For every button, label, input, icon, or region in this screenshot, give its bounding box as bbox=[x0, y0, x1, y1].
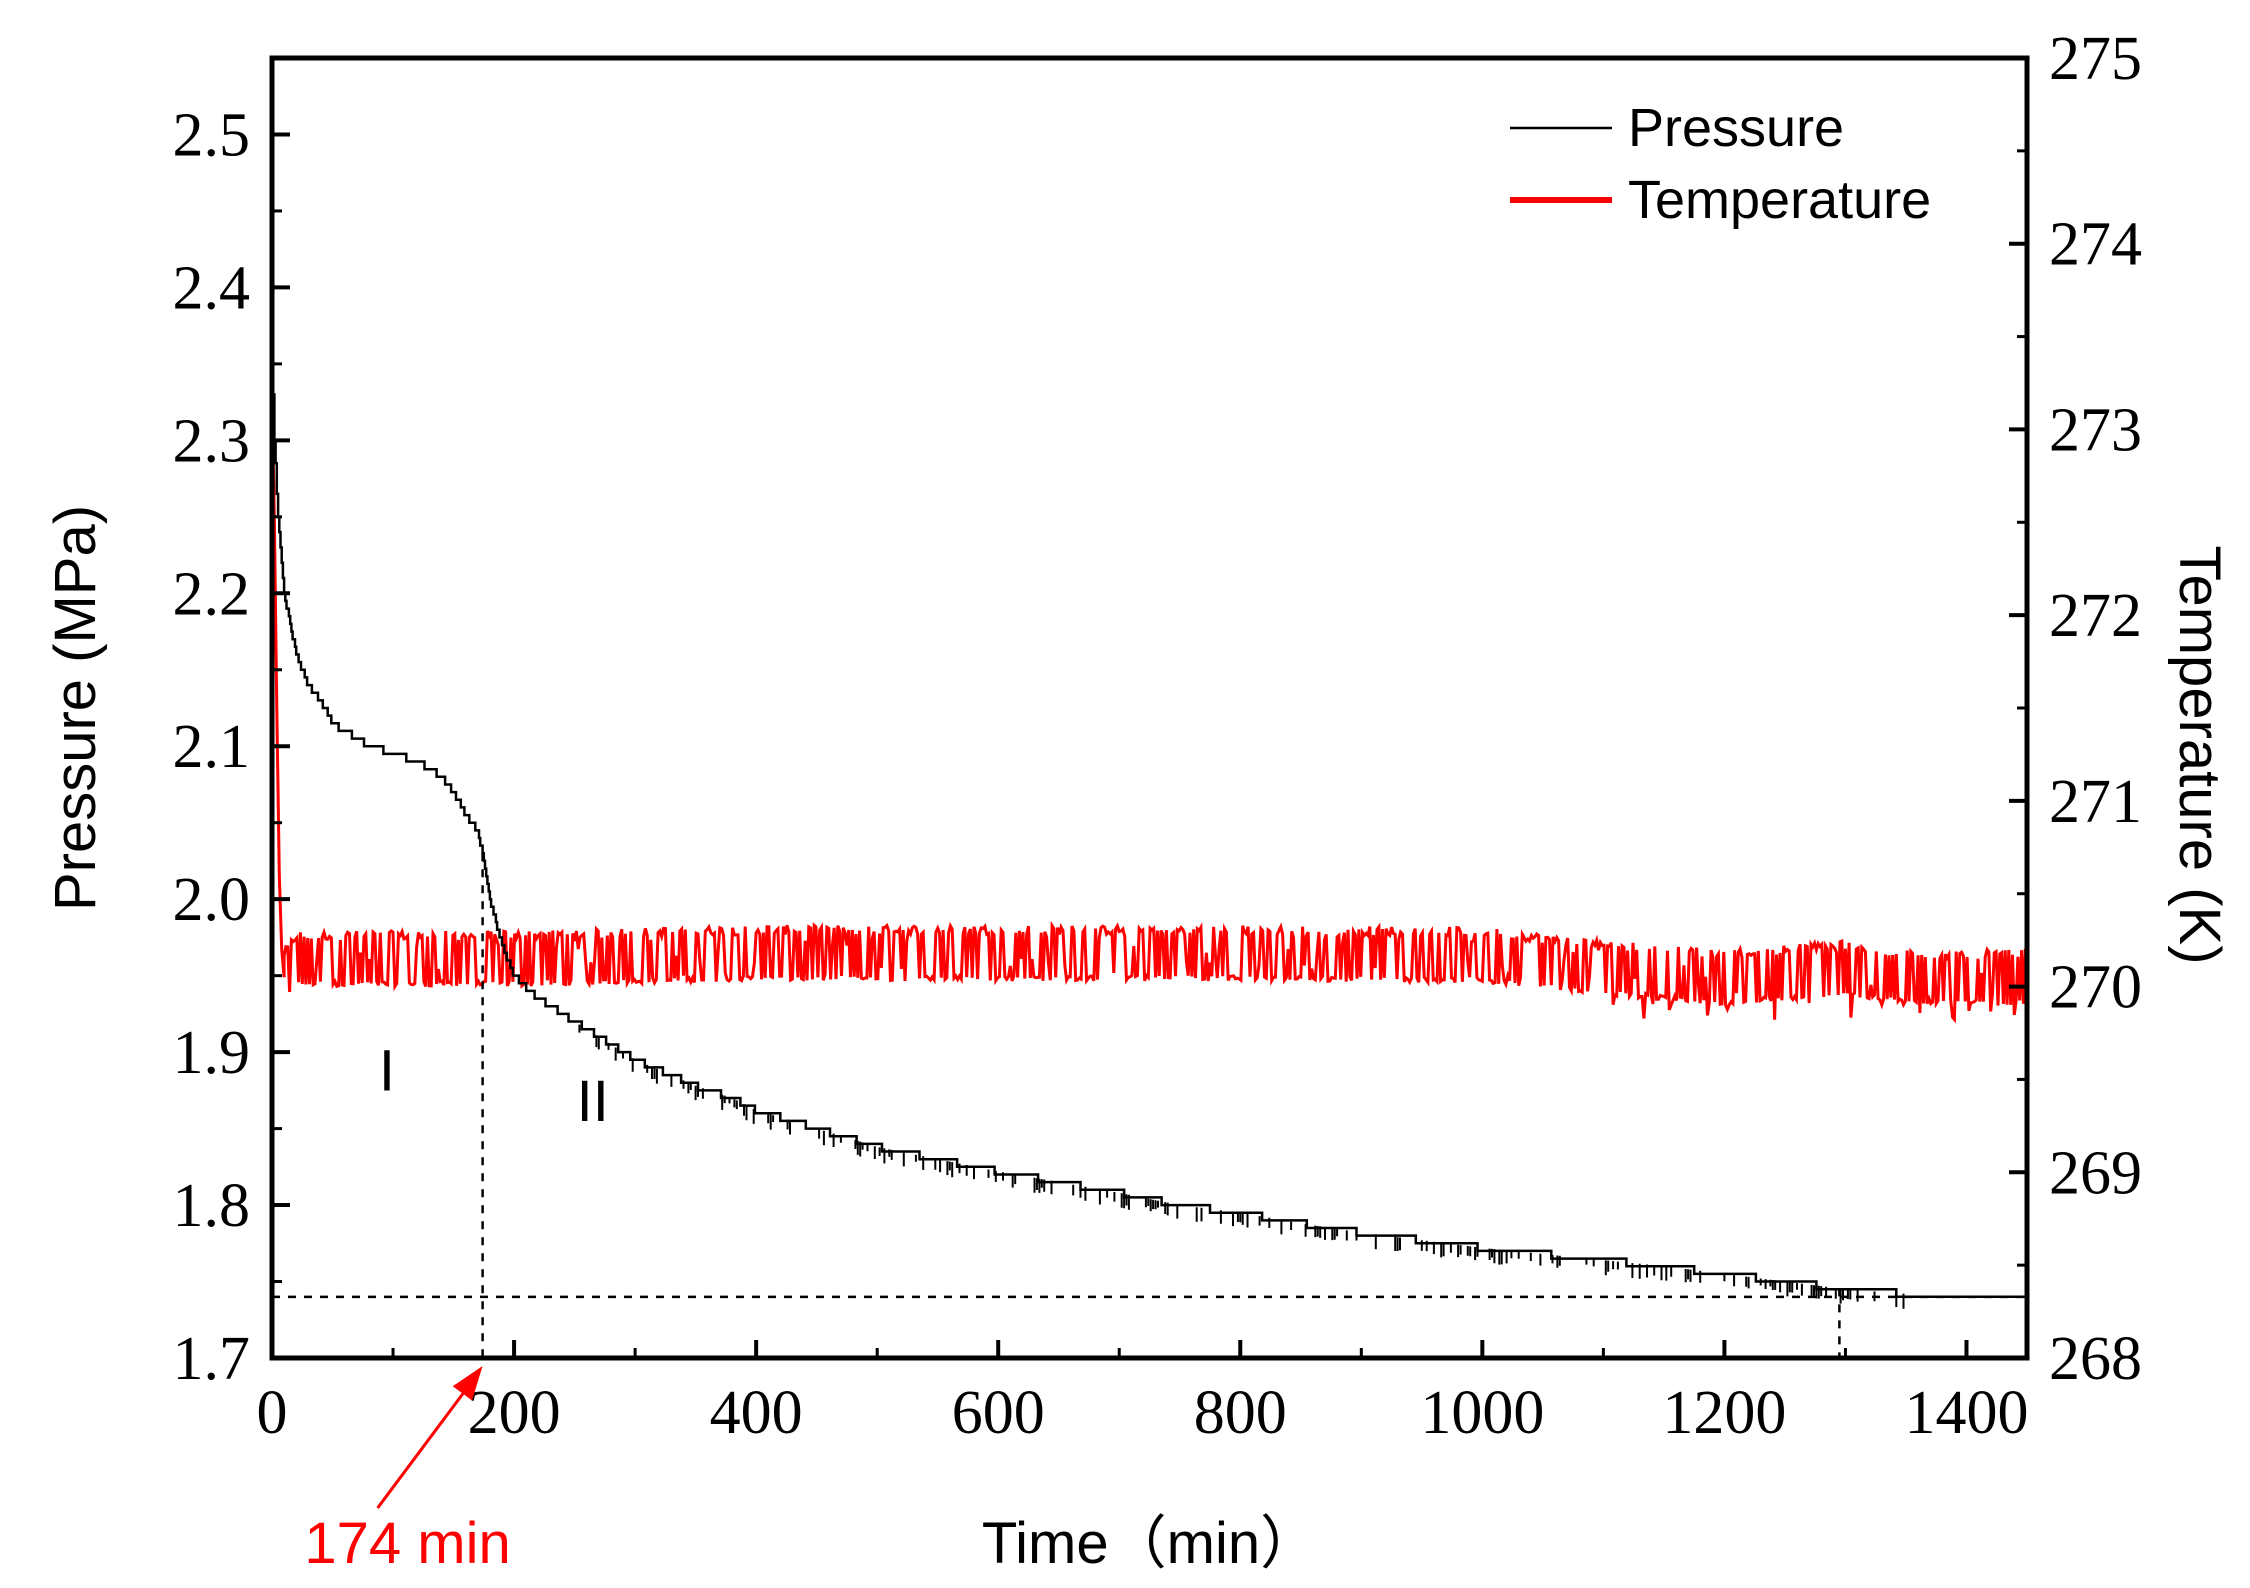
x-tick-label: 800 bbox=[1194, 1379, 1287, 1447]
y-right-tick-label: 268 bbox=[2049, 1325, 2142, 1393]
y-left-tick-label: 1.9 bbox=[173, 1019, 251, 1087]
y-right-tick-label: 269 bbox=[2049, 1139, 2142, 1207]
x-tick-label: 200 bbox=[468, 1379, 561, 1447]
y-left-tick-label: 1.8 bbox=[173, 1172, 251, 1240]
annotation-arrowhead bbox=[452, 1366, 483, 1401]
y-right-tick-label: 273 bbox=[2049, 396, 2142, 464]
y-left-tick-label: 2.2 bbox=[173, 560, 251, 628]
y-left-tick-label: 1.7 bbox=[173, 1325, 251, 1393]
y-right-tick-label: 270 bbox=[2049, 954, 2142, 1022]
legend-pressure-label: Pressure bbox=[1628, 98, 1844, 158]
y-left-tick-label: 2.0 bbox=[173, 866, 251, 934]
reference-lines bbox=[272, 853, 2027, 1358]
y-right-tick-label: 275 bbox=[2049, 25, 2142, 93]
pressure-series bbox=[271, 347, 2027, 1309]
left-y-axis-label: Pressure (MPa) bbox=[43, 505, 108, 911]
pressure-line bbox=[271, 347, 2027, 1299]
y-right-tick-label: 272 bbox=[2049, 582, 2142, 650]
y-right-tick-label: 271 bbox=[2049, 768, 2142, 836]
x-axis: 0 200 400 600 800 1000 1200 1400 bbox=[257, 1340, 2028, 1447]
x-tick-label: 600 bbox=[952, 1379, 1045, 1447]
legend: Pressure Temperature bbox=[1510, 98, 1931, 230]
x-tick-label: 400 bbox=[710, 1379, 803, 1447]
x-tick-label: 1200 bbox=[1662, 1379, 1786, 1447]
right-y-axis-label: Temperature (K) bbox=[2167, 545, 2232, 964]
region-label-2: II bbox=[577, 1069, 609, 1134]
x-tick-label: 0 bbox=[257, 1379, 288, 1447]
annotation-arrow bbox=[376, 1377, 476, 1509]
plot-frame bbox=[269, 55, 2030, 1361]
x-axis-label: Time（min） bbox=[982, 1511, 1318, 1576]
temperature-line bbox=[270, 392, 2028, 1024]
y-left-tick-label: 2.1 bbox=[173, 713, 251, 781]
annotation-174-min: 174 min bbox=[304, 1511, 510, 1576]
pressure-noise bbox=[578, 1024, 1905, 1309]
y-left-tick-label: 2.5 bbox=[173, 101, 251, 169]
temperature-series bbox=[270, 392, 2028, 1024]
x-tick-label: 1000 bbox=[1420, 1379, 1544, 1447]
y-left-tick-label: 2.3 bbox=[173, 407, 251, 475]
y-left-tick-label: 2.4 bbox=[173, 254, 251, 322]
right-y-axis: 268 269 270 271 272 273 274 275 bbox=[2009, 25, 2142, 1393]
region-label-1: I bbox=[379, 1038, 395, 1103]
y-right-tick-label: 274 bbox=[2049, 211, 2142, 279]
left-y-axis: 1.7 1.8 1.9 2.0 2.1 2.2 2.3 2.4 2.5 bbox=[173, 101, 290, 1393]
legend-temperature-label: Temperature bbox=[1628, 170, 1931, 230]
x-tick-label: 1400 bbox=[1904, 1379, 2028, 1447]
